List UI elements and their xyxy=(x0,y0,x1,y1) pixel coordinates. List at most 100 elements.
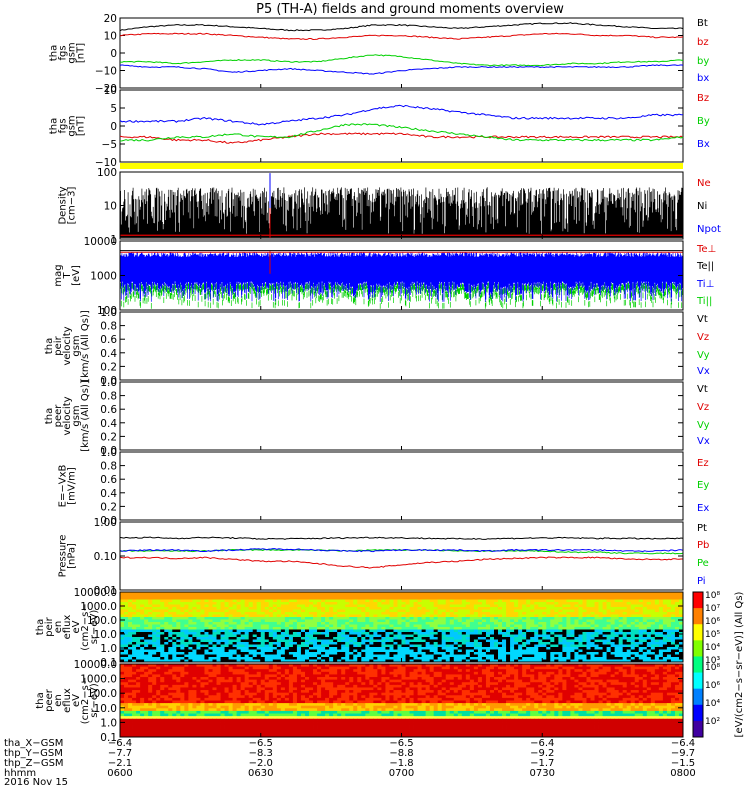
spectrogram-ion-cell xyxy=(546,609,551,613)
spectrogram-ion-cell xyxy=(385,629,390,633)
spectrogram-ion-cell xyxy=(461,614,467,618)
spectrogram-ion-cell xyxy=(268,637,274,640)
spectrogram-ion-cell xyxy=(300,634,306,638)
spectrogram-electron-cell xyxy=(433,666,439,670)
spectrogram-ion-cell xyxy=(574,619,579,623)
spectrogram-ion-cell xyxy=(481,592,487,595)
spectrogram-ion-cell xyxy=(317,627,322,630)
spectrogram-ion-cell xyxy=(337,614,342,618)
spectrogram-electron-cell xyxy=(172,666,177,670)
spectrogram-ion-cell xyxy=(180,612,185,615)
spectrogram-ion-cell xyxy=(357,604,362,608)
spectrogram-electron-cell xyxy=(502,666,507,670)
spectrogram-ion-cell xyxy=(329,602,334,605)
spectrogram-ion-cell xyxy=(349,657,354,660)
spectrogram-ion-cell xyxy=(678,657,684,660)
spectrogram-ion-cell xyxy=(473,629,479,633)
spectrogram-ion-cell xyxy=(658,609,664,613)
spectrogram-electron-cell xyxy=(288,664,294,668)
spectrogram-ion-cell xyxy=(425,594,431,598)
spectrogram-ion-cell xyxy=(489,659,495,663)
spectrogram-ion-cell xyxy=(321,654,326,658)
spectrogram-ion-cell xyxy=(300,657,306,660)
spectrogram-ion-cell xyxy=(566,629,571,633)
panel-1-ytick-label: −10 xyxy=(95,66,117,78)
spectrogram-ion-cell xyxy=(304,632,310,635)
panel-2-ytick-label: −5 xyxy=(102,139,117,151)
spectrogram-ion-cell xyxy=(618,627,624,630)
spectrogram-ion-cell xyxy=(284,634,290,638)
spectrogram-ion-cell xyxy=(558,654,563,658)
spectrogram-electron-cell xyxy=(445,669,451,673)
spectrogram-ion-cell xyxy=(542,647,547,650)
spectrogram-ion-cell xyxy=(518,614,523,618)
spectrogram-electron-cell xyxy=(433,669,439,673)
spectrogram-electron-cell xyxy=(465,664,471,668)
spectrogram-ion-cell xyxy=(140,637,145,640)
spectrogram-ion-cell xyxy=(180,602,185,605)
spectrogram-electron-cell xyxy=(445,677,451,681)
spectrogram-electron-cell xyxy=(626,669,632,673)
spectrogram-ion-cell xyxy=(248,652,254,655)
spectrogram-ion-cell xyxy=(224,654,229,658)
spectrogram-ion-cell xyxy=(397,637,402,640)
spectrogram-ion-cell xyxy=(325,649,330,653)
series-bt-line xyxy=(119,22,684,32)
spectrogram-electron-cell xyxy=(622,669,628,673)
spectrogram-ion-cell xyxy=(514,632,519,635)
spectrogram-electron-cell xyxy=(156,671,161,675)
spectrogram-ion-cell xyxy=(385,654,390,658)
spectrogram-ion-cell xyxy=(220,617,225,620)
spectrogram-ion-cell xyxy=(642,599,648,603)
spectrogram-electron-cell xyxy=(586,671,591,675)
spectrogram-ion-cell xyxy=(156,632,161,635)
spectrogram-ion-cell xyxy=(152,627,157,630)
spectrogram-electron-cell xyxy=(562,669,567,673)
spectrogram-ion-cell xyxy=(260,602,266,605)
spectrogram-electron-cell xyxy=(618,671,624,675)
spectrogram-ion-cell xyxy=(136,609,141,613)
spectrogram-ion-cell xyxy=(538,617,543,620)
panel-8-ylabel: Pressure[nPa] xyxy=(58,535,78,578)
spectrogram-ion-cell xyxy=(453,642,459,645)
panel-8-ytick-label: 0.10 xyxy=(94,551,117,563)
spectrogram-electron-cell xyxy=(124,669,129,673)
spectrogram-electron-cell xyxy=(461,669,467,673)
spectrogram-ion-cell xyxy=(232,639,238,643)
spectrogram-ion-cell xyxy=(445,609,451,613)
spectrogram-ion-cell xyxy=(534,619,539,623)
spectrogram-electron-cell xyxy=(140,669,145,673)
spectrogram-ion-cell xyxy=(192,619,197,623)
spectrogram-electron-cell xyxy=(184,677,189,681)
spectrogram-ion-cell xyxy=(152,604,157,608)
spectrogram-ion-cell xyxy=(582,642,587,645)
spectrogram-ion-cell xyxy=(618,624,624,628)
spectrogram-ion-cell xyxy=(622,607,628,610)
spectrogram-ion-cell xyxy=(296,647,302,650)
spectrogram-ion-cell xyxy=(220,602,225,605)
spectrogram-ion-cell xyxy=(425,627,431,630)
spectrogram-ion-cell xyxy=(658,592,664,595)
spectrogram-ion-cell xyxy=(566,594,571,598)
spectrogram-ion-cell xyxy=(369,622,374,625)
spectrogram-ion-cell xyxy=(542,617,547,620)
spectrogram-ion-cell xyxy=(405,647,410,650)
spectrogram-ion-cell xyxy=(252,649,258,653)
spectrogram-ion-cell xyxy=(590,597,595,600)
spectrogram-ion-cell xyxy=(654,644,660,648)
spectrogram-ion-cell xyxy=(602,604,607,608)
spectrogram-ion-cell xyxy=(526,619,531,623)
spectrogram-ion-cell xyxy=(590,619,595,623)
spectrogram-ion-cell xyxy=(124,634,129,638)
spectrogram-ion-cell xyxy=(349,604,354,608)
spectrogram-ion-cell xyxy=(341,654,346,658)
spectrogram-ion-cell xyxy=(280,649,286,653)
spectrogram-ion-cell xyxy=(534,617,539,620)
spectrogram-ion-cell xyxy=(598,619,603,623)
spectrogram-ion-cell xyxy=(132,604,137,608)
spectrogram-ion-cell xyxy=(272,604,278,608)
spectrogram-ion-cell xyxy=(248,624,254,628)
spectrogram-ion-cell xyxy=(429,612,435,615)
spectrogram-ion-cell xyxy=(148,637,153,640)
spectrogram-ion-cell xyxy=(252,657,258,660)
